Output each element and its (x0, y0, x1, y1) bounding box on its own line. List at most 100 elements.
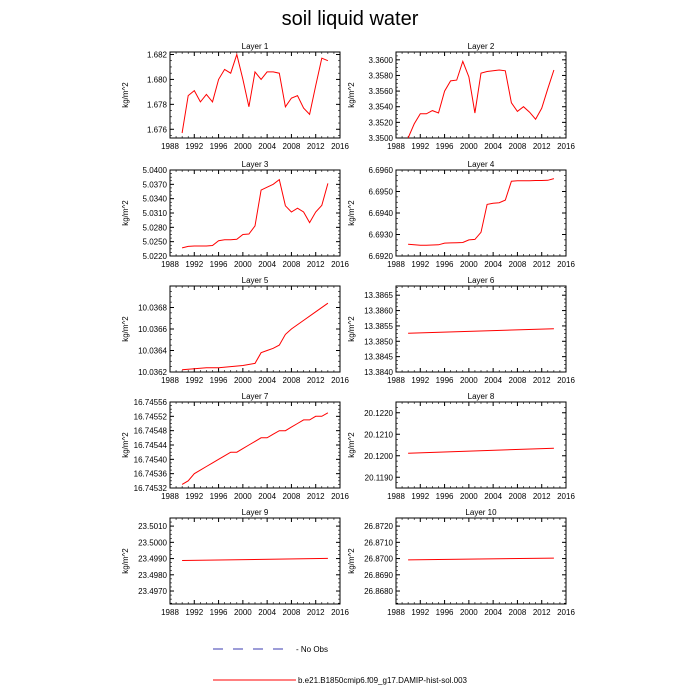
x-tick-label: 2000 (460, 142, 478, 151)
x-tick-label: 2000 (234, 492, 252, 501)
panel-5: Layer 5 kg/m^2 1988 1992 1996 2000 2004 2008 201… (121, 276, 349, 385)
x-tick-label: 2016 (331, 260, 349, 269)
y-tick-label: 20.1200 (364, 452, 393, 461)
y-tick-label: 3.3560 (369, 87, 394, 96)
x-tick-label: 2008 (509, 376, 527, 385)
y-tick-label: 6.6920 (369, 252, 394, 261)
y-tick-label: 13.3845 (364, 353, 393, 362)
y-axis-label: kg/m^2 (121, 200, 130, 226)
y-tick-label: 20.1210 (364, 430, 393, 439)
x-tick-label: 2008 (283, 492, 301, 501)
x-tick-label: 1992 (411, 142, 429, 151)
x-tick-label: 1996 (436, 260, 454, 269)
y-tick-label: 23.4980 (138, 571, 167, 580)
x-tick-label: 1996 (210, 376, 228, 385)
x-tick-label: 2008 (509, 608, 527, 617)
series-line (408, 328, 554, 334)
y-tick-label: 26.8710 (364, 538, 393, 547)
x-tick-label: 2012 (307, 608, 325, 617)
x-tick-label: 2012 (307, 142, 325, 151)
y-tick-label: 23.5010 (138, 522, 167, 531)
x-tick-label: 2016 (331, 142, 349, 151)
y-tick-label: 3.3500 (369, 134, 394, 143)
plot-frame (169, 401, 341, 489)
x-tick-label: 1996 (436, 492, 454, 501)
series-line (181, 178, 329, 249)
y-tick-label: 10.0366 (138, 325, 167, 334)
y-tick-label: 16.74536 (134, 470, 168, 479)
series-line (182, 302, 329, 371)
x-tick-label: 1992 (411, 608, 429, 617)
y-tick-label: 16.74548 (134, 427, 168, 436)
x-tick-label: 2012 (307, 492, 325, 501)
y-tick-label: 10.0362 (138, 368, 167, 377)
x-tick-label: 2008 (283, 608, 301, 617)
x-tick-label: 1988 (387, 142, 405, 151)
y-tick-label: 13.3865 (364, 291, 393, 300)
x-tick-label: 1992 (185, 142, 203, 151)
x-tick-label: 2012 (307, 376, 325, 385)
panel-title: Layer 5 (242, 276, 269, 285)
panel-9: Layer 9 kg/m^2 1988 1992 1996 2000 2004 2008 201… (121, 508, 349, 617)
x-tick-label: 2012 (533, 142, 551, 151)
panel-title: Layer 6 (468, 276, 495, 285)
y-tick-label: 10.0364 (138, 347, 167, 356)
panel-title: Layer 3 (242, 160, 269, 169)
x-tick-label: 1988 (161, 608, 179, 617)
panel-2: Layer 2 kg/m^2 1988 1992 1996 2000 2004 2008 201… (347, 42, 575, 151)
y-tick-label: 16.74540 (134, 455, 168, 464)
y-axis-label: kg/m^2 (121, 82, 130, 108)
x-tick-label: 1992 (185, 260, 203, 269)
y-tick-label: 10.0368 (138, 304, 167, 313)
x-tick-label: 2004 (258, 260, 276, 269)
y-tick-label: 13.3850 (364, 337, 393, 346)
x-tick-label: 2012 (533, 608, 551, 617)
y-tick-label: 5.0340 (143, 195, 168, 204)
series-line (407, 59, 555, 139)
x-tick-label: 2000 (234, 260, 252, 269)
y-tick-label: 5.0280 (143, 223, 168, 232)
x-tick-label: 2016 (557, 608, 575, 617)
y-tick-label: 16.74556 (134, 398, 168, 407)
plot-frame (169, 517, 341, 605)
panel-3: Layer 3 kg/m^2 1988 1992 1996 2000 2004 2008 201… (121, 160, 349, 269)
x-tick-label: 1996 (210, 142, 228, 151)
plot-frame (395, 169, 567, 257)
y-tick-label: 26.8680 (364, 587, 393, 596)
y-tick-label: 26.8700 (364, 555, 393, 564)
series-line (408, 447, 554, 454)
y-tick-label: 23.4990 (138, 555, 167, 564)
y-tick-label: 6.6940 (369, 209, 394, 218)
x-tick-label: 1988 (387, 376, 405, 385)
panel-title: Layer 1 (242, 42, 269, 51)
y-tick-label: 5.0400 (143, 166, 168, 175)
x-tick-label: 2004 (258, 142, 276, 151)
series-line (408, 178, 555, 246)
y-tick-label: 16.74532 (134, 484, 168, 493)
x-tick-label: 2004 (258, 492, 276, 501)
x-tick-label: 1992 (185, 608, 203, 617)
panel-10: Layer 10 kg/m^2 1988 1992 1996 2000 2004 2008 20… (347, 508, 575, 617)
x-tick-label: 2016 (331, 376, 349, 385)
y-tick-label: 6.6950 (369, 188, 394, 197)
y-axis-label: kg/m^2 (347, 200, 356, 226)
x-tick-label: 2008 (509, 142, 527, 151)
y-tick-label: 3.3600 (369, 56, 394, 65)
x-tick-label: 1992 (411, 376, 429, 385)
y-tick-label: 3.3540 (369, 103, 394, 112)
plot-frame (395, 51, 567, 139)
x-tick-label: 2016 (557, 142, 575, 151)
y-tick-label: 1.680 (147, 75, 168, 84)
y-tick-label: 16.74552 (134, 412, 168, 421)
series-line (182, 557, 328, 561)
x-tick-label: 2000 (460, 260, 478, 269)
x-tick-label: 1992 (411, 492, 429, 501)
y-tick-label: 26.8720 (364, 522, 393, 531)
panel-title: Layer 4 (468, 160, 495, 169)
x-tick-label: 2008 (283, 260, 301, 269)
series-line (181, 412, 329, 485)
series-line (181, 52, 329, 134)
panel-title: Layer 7 (242, 392, 269, 401)
x-tick-label: 2012 (533, 492, 551, 501)
